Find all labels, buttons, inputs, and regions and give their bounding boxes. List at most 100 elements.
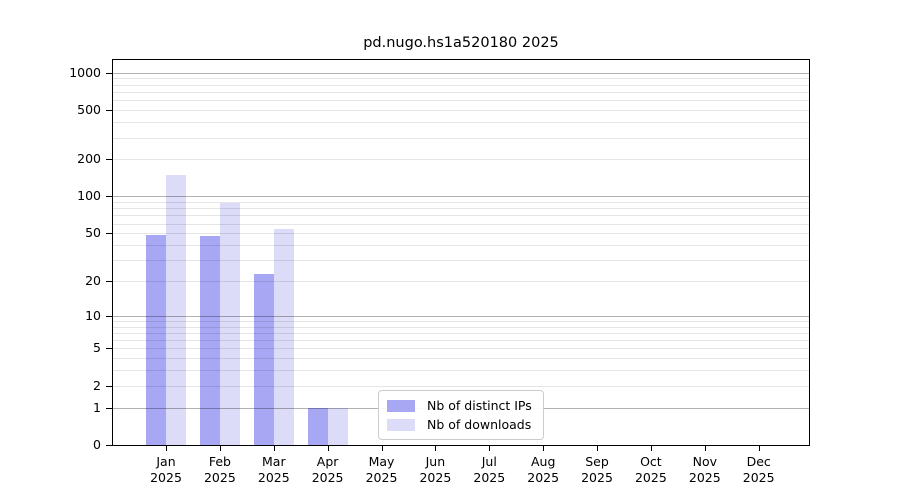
y-tick-mark [106,233,113,235]
x-tick-year: 2025 [473,470,506,485]
gridline-minor [113,358,809,360]
x-tick-label: Jan 2025 [131,454,201,486]
gridline-major [113,72,809,74]
gridline-minor [113,201,809,203]
legend-label: Nb of distinct IPs [427,398,532,413]
gridline-minor [113,244,809,246]
x-tick-month: Jul [481,454,497,469]
gridline-minor [113,110,809,111]
y-tick-label: 2 [93,377,101,393]
x-tick-label: Mar 2025 [239,454,309,486]
gridline-major [113,315,809,317]
y-tick-mark [106,72,113,74]
y-tick-label: 10 [85,307,101,323]
x-tick-label: Apr 2025 [293,454,363,486]
y-tick-label: 1000 [69,64,101,80]
y-tick-mark [106,196,113,198]
y-tick-mark [106,385,113,387]
x-tick-year: 2025 [634,470,667,485]
x-tick-label: Feb 2025 [185,454,255,486]
x-tick-mark [650,445,652,451]
x-tick-mark [327,445,329,451]
x-tick-label: Oct 2025 [616,454,686,486]
x-tick-mark [489,445,491,451]
x-tick-mark [704,445,706,451]
y-tick-mark [106,348,113,350]
x-tick-year: 2025 [581,470,613,485]
bar-distinct-ips [307,407,328,445]
chart-title: pd.nugo.hs1a520180 2025 [363,35,559,51]
bar-distinct-ips [253,273,274,445]
x-tick-month: May [368,454,395,469]
x-tick-mark [758,445,760,451]
gridline-minor [113,159,809,161]
gridline-minor [113,332,809,334]
y-tick-mark [106,407,113,409]
legend: Nb of distinct IPs Nb of downloads [378,390,544,440]
x-tick-label: Sep 2025 [562,454,632,486]
x-tick-year: 2025 [203,470,236,485]
legend-item: Nb of distinct IPs [387,396,532,415]
x-tick-year: 2025 [688,470,721,485]
gridline-minor [113,122,809,123]
y-tick-label: 20 [85,272,101,288]
x-tick-month: Sep [585,454,609,469]
y-tick-label: 1 [93,399,101,415]
x-tick-month: Dec [746,454,771,469]
x-tick-mark [543,445,545,451]
gridline-minor [113,215,809,217]
x-tick-label: Dec 2025 [724,454,794,486]
gridline-minor [113,259,809,261]
gridline-minor [113,280,809,282]
plot-area: 0 1 2 5 10 20 50 100 200 500 1000 Jan 2025 Feb 2025 Mar… [69,59,810,485]
x-tick-mark [381,445,383,451]
x-tick-month: Oct [640,454,662,469]
bar-downloads [166,174,186,445]
y-tick-label: 0 [93,437,101,452]
legend-swatch [387,399,415,412]
legend-item: Nb of downloads [387,415,532,434]
gridline-minor [113,223,809,225]
x-tick-mark [219,445,221,451]
y-tick-mark [106,445,113,446]
y-tick-mark [106,110,113,111]
x-tick-month: Aug [530,454,556,469]
bar-downloads [327,407,348,445]
x-tick-year: 2025 [742,470,775,485]
x-tick-month: Nov [692,454,717,469]
y-tick-mark [106,159,113,161]
bar-downloads [219,203,240,445]
x-tick-mark [273,445,275,451]
gridline-minor [113,340,809,342]
y-tick-label: 100 [77,188,101,204]
x-tick-label: May 2025 [347,454,417,486]
gridline-minor [113,326,809,328]
gridline-minor [113,233,809,235]
gridline-minor [113,320,809,322]
gridline-minor [113,100,809,102]
x-tick-year: 2025 [311,470,344,485]
x-tick-month: Jan [156,454,176,469]
x-tick-year: 2025 [257,470,290,485]
gridline-minor [113,370,809,372]
gridline-minor [113,84,809,86]
bar-distinct-ips [146,235,166,445]
x-tick-year: 2025 [527,470,560,485]
y-tick-mark [106,280,113,282]
gridline-major [113,196,809,198]
legend-swatch [387,418,415,431]
x-tick-label: Jul 2025 [454,454,524,486]
y-tick-label: 500 [77,102,101,117]
x-tick-mark [597,445,598,451]
x-tick-label: Aug 2025 [508,454,578,486]
x-tick-label: Nov 2025 [670,454,740,486]
gridline-minor [113,91,809,93]
x-tick-mark [166,445,167,451]
legend-label: Nb of downloads [427,417,532,432]
y-tick-label: 50 [85,225,101,241]
x-tick-month: Mar [262,454,286,469]
gridline-minor [113,208,809,210]
y-tick-mark [106,315,113,317]
y-tick-label: 200 [77,151,101,167]
